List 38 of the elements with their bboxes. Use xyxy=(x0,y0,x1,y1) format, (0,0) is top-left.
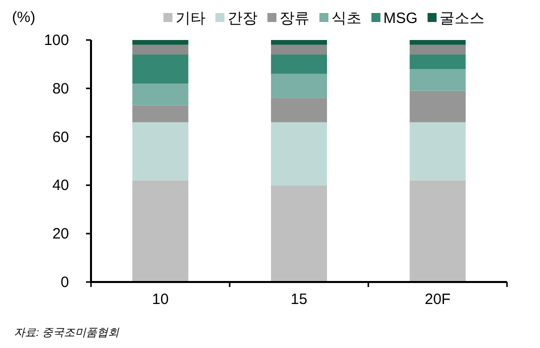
bar xyxy=(132,54,188,84)
y-tick-label: 60 xyxy=(52,128,69,146)
bar xyxy=(132,84,188,106)
text: 자료: 중국조미품협회 xyxy=(14,327,120,339)
bar xyxy=(410,40,466,45)
legend-label: 굴소스 xyxy=(440,10,485,27)
y-tick-label: 80 xyxy=(52,80,69,98)
bar xyxy=(132,180,188,282)
bar xyxy=(410,122,466,180)
x-tick-label: 10 xyxy=(152,291,169,308)
bar xyxy=(271,44,327,55)
bar xyxy=(410,44,466,55)
bar xyxy=(271,185,327,282)
bar xyxy=(132,122,188,180)
x-tick-label: 20F xyxy=(424,291,451,308)
bar xyxy=(271,122,327,186)
y-axis-title: (%) xyxy=(12,9,36,26)
y-tick-label: 20 xyxy=(52,226,69,243)
legend-label: 간장 xyxy=(227,10,258,27)
bar xyxy=(410,90,466,122)
bar xyxy=(410,69,466,91)
bar xyxy=(410,54,466,70)
bar xyxy=(410,180,466,282)
x-tick-label: 15 xyxy=(290,291,308,308)
bar xyxy=(132,105,188,122)
bar xyxy=(132,44,188,55)
bar xyxy=(271,98,327,122)
bar xyxy=(271,40,327,45)
y-tick-label: 0 xyxy=(60,274,69,291)
y-tick-label: 40 xyxy=(52,177,69,194)
bar xyxy=(271,54,327,74)
bar xyxy=(271,74,327,98)
legend-label: 기타 xyxy=(175,10,206,27)
legend-label: 식초 xyxy=(331,10,362,27)
legend-label: 장류 xyxy=(279,10,310,27)
y-tick-label: 100 xyxy=(44,32,69,49)
bar xyxy=(132,40,188,45)
legend-label: MSG xyxy=(383,10,418,27)
